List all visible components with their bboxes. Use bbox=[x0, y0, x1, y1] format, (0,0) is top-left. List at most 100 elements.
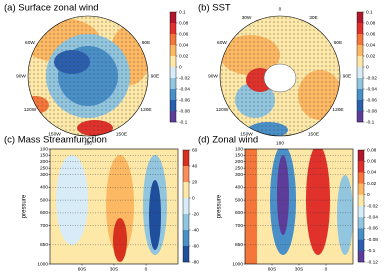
colorbar-swatch bbox=[183, 230, 189, 247]
contour-field bbox=[50, 149, 178, 264]
colorbar-label: -0.12 bbox=[367, 259, 378, 265]
y-tick-label: 250 bbox=[40, 165, 48, 171]
x-tick-label: 0 bbox=[325, 266, 328, 272]
y-tick-label: 150 bbox=[235, 153, 243, 159]
colorbar-label: 0 bbox=[179, 64, 182, 70]
colorbar-swatch bbox=[357, 45, 363, 57]
y-tick-label: 700 bbox=[235, 223, 243, 229]
colorbar-swatch bbox=[358, 150, 364, 162]
blob bbox=[245, 149, 257, 264]
map-field bbox=[28, 16, 148, 136]
y-tick-label: 150 bbox=[40, 153, 48, 159]
map-label: 120W bbox=[216, 107, 229, 113]
panel-title: (d) Zonal wind bbox=[198, 135, 258, 146]
colorbar-swatch bbox=[357, 56, 363, 68]
colorbar-label: 0.02 bbox=[367, 181, 377, 187]
colorbar-label: -0.04 bbox=[179, 86, 190, 92]
colorbar-swatch bbox=[170, 100, 176, 112]
colorbar-swatch bbox=[358, 206, 364, 218]
colorbar-swatch bbox=[183, 150, 189, 167]
colorbar-label: -0.1 bbox=[367, 248, 376, 254]
colorbar-swatch bbox=[183, 182, 189, 199]
map-label: 150W bbox=[240, 131, 253, 137]
colorbar-label: -60 bbox=[192, 243, 199, 249]
colorbar-swatch bbox=[357, 89, 363, 101]
colorbar-swatch bbox=[357, 100, 363, 112]
panel-title: (a) Surface zonal wind bbox=[4, 3, 99, 14]
y-tick-label: 250 bbox=[235, 165, 243, 171]
map-label: 30E bbox=[309, 15, 318, 21]
colorbar-swatch bbox=[358, 228, 364, 240]
colorbar-swatch bbox=[357, 12, 363, 24]
colorbar-swatch bbox=[170, 111, 176, 123]
colorbar-swatch bbox=[358, 183, 364, 195]
map-label: 60W bbox=[25, 40, 35, 46]
colorbar-frame bbox=[182, 149, 190, 263]
y-tick-label: 200 bbox=[40, 159, 48, 165]
y-tick-label: 300 bbox=[40, 172, 48, 178]
colorbar-label: -20 bbox=[192, 211, 199, 217]
x-tick-label: 30S bbox=[110, 266, 119, 272]
colorbar-label: -40 bbox=[192, 227, 199, 233]
map-label: 150E bbox=[308, 131, 319, 137]
map-label: 60E bbox=[334, 40, 343, 46]
y-tick-label: 850 bbox=[40, 242, 48, 248]
y-tick-label: 600 bbox=[40, 210, 48, 216]
colorbar-swatch bbox=[358, 161, 364, 173]
y-tick-label: 700 bbox=[40, 223, 48, 229]
colorbar-swatch bbox=[170, 23, 176, 35]
colorbar-swatch bbox=[170, 89, 176, 101]
colorbar-swatch bbox=[358, 194, 364, 207]
y-tick-label: 1000 bbox=[37, 261, 48, 267]
x-tick-label: 60S bbox=[78, 266, 87, 272]
colorbar-label: 0.08 bbox=[366, 20, 376, 26]
map-border bbox=[219, 15, 341, 137]
colorbar-swatch bbox=[358, 250, 364, 263]
contour-field bbox=[245, 149, 353, 264]
colorbar-swatch bbox=[358, 172, 364, 184]
stipple bbox=[28, 16, 148, 136]
colorbar-swatch bbox=[357, 23, 363, 35]
colorbar-label: 0.08 bbox=[179, 20, 189, 26]
colorbar-swatch bbox=[183, 246, 189, 263]
colorbar-label: 0.04 bbox=[179, 42, 189, 48]
colorbar-label: -0.06 bbox=[366, 97, 377, 103]
colorbar-label: -0.02 bbox=[366, 75, 377, 81]
colorbar-label: -0.04 bbox=[366, 86, 377, 92]
colorbar-label: -0.08 bbox=[179, 108, 190, 114]
colorbar-label: 40 bbox=[192, 163, 198, 169]
colorbar-label: 0.02 bbox=[179, 53, 189, 59]
map-field bbox=[220, 16, 340, 136]
colorbar-label: 0.1 bbox=[179, 9, 186, 15]
colorbar-label: 0.06 bbox=[179, 31, 189, 37]
y-tick-label: 500 bbox=[235, 197, 243, 203]
map-label: 90W bbox=[208, 73, 218, 79]
blob bbox=[113, 218, 127, 262]
blob bbox=[56, 155, 88, 245]
antarctica bbox=[263, 63, 297, 93]
y-axis-label: pressure bbox=[217, 194, 223, 218]
colorbar-swatch bbox=[357, 78, 363, 90]
colorbar-swatch bbox=[170, 12, 176, 24]
map-border bbox=[27, 15, 149, 137]
colorbar-label: -0.04 bbox=[367, 214, 378, 220]
colorbar-swatch bbox=[357, 111, 363, 123]
colorbar-swatch bbox=[357, 67, 363, 79]
colorbar-swatch bbox=[170, 34, 176, 46]
colorbar-label: -0.02 bbox=[179, 75, 190, 81]
map-label: 180 bbox=[276, 140, 284, 146]
colorbar-label: 0.08 bbox=[367, 147, 377, 153]
y-tick-label: 400 bbox=[235, 185, 243, 191]
colorbar-label: -0.08 bbox=[366, 108, 377, 114]
map-label: 150E bbox=[116, 131, 127, 137]
map-label: 180 bbox=[84, 140, 92, 146]
colorbar-swatch bbox=[358, 217, 364, 229]
colorbar-swatch bbox=[358, 239, 364, 251]
map-label: 120E bbox=[332, 107, 343, 113]
y-tick-label: 850 bbox=[235, 242, 243, 248]
blob bbox=[277, 155, 289, 235]
y-tick-label: 500 bbox=[40, 197, 48, 203]
colorbar-label: -0.06 bbox=[367, 226, 378, 232]
map-label: 150W bbox=[48, 131, 61, 137]
